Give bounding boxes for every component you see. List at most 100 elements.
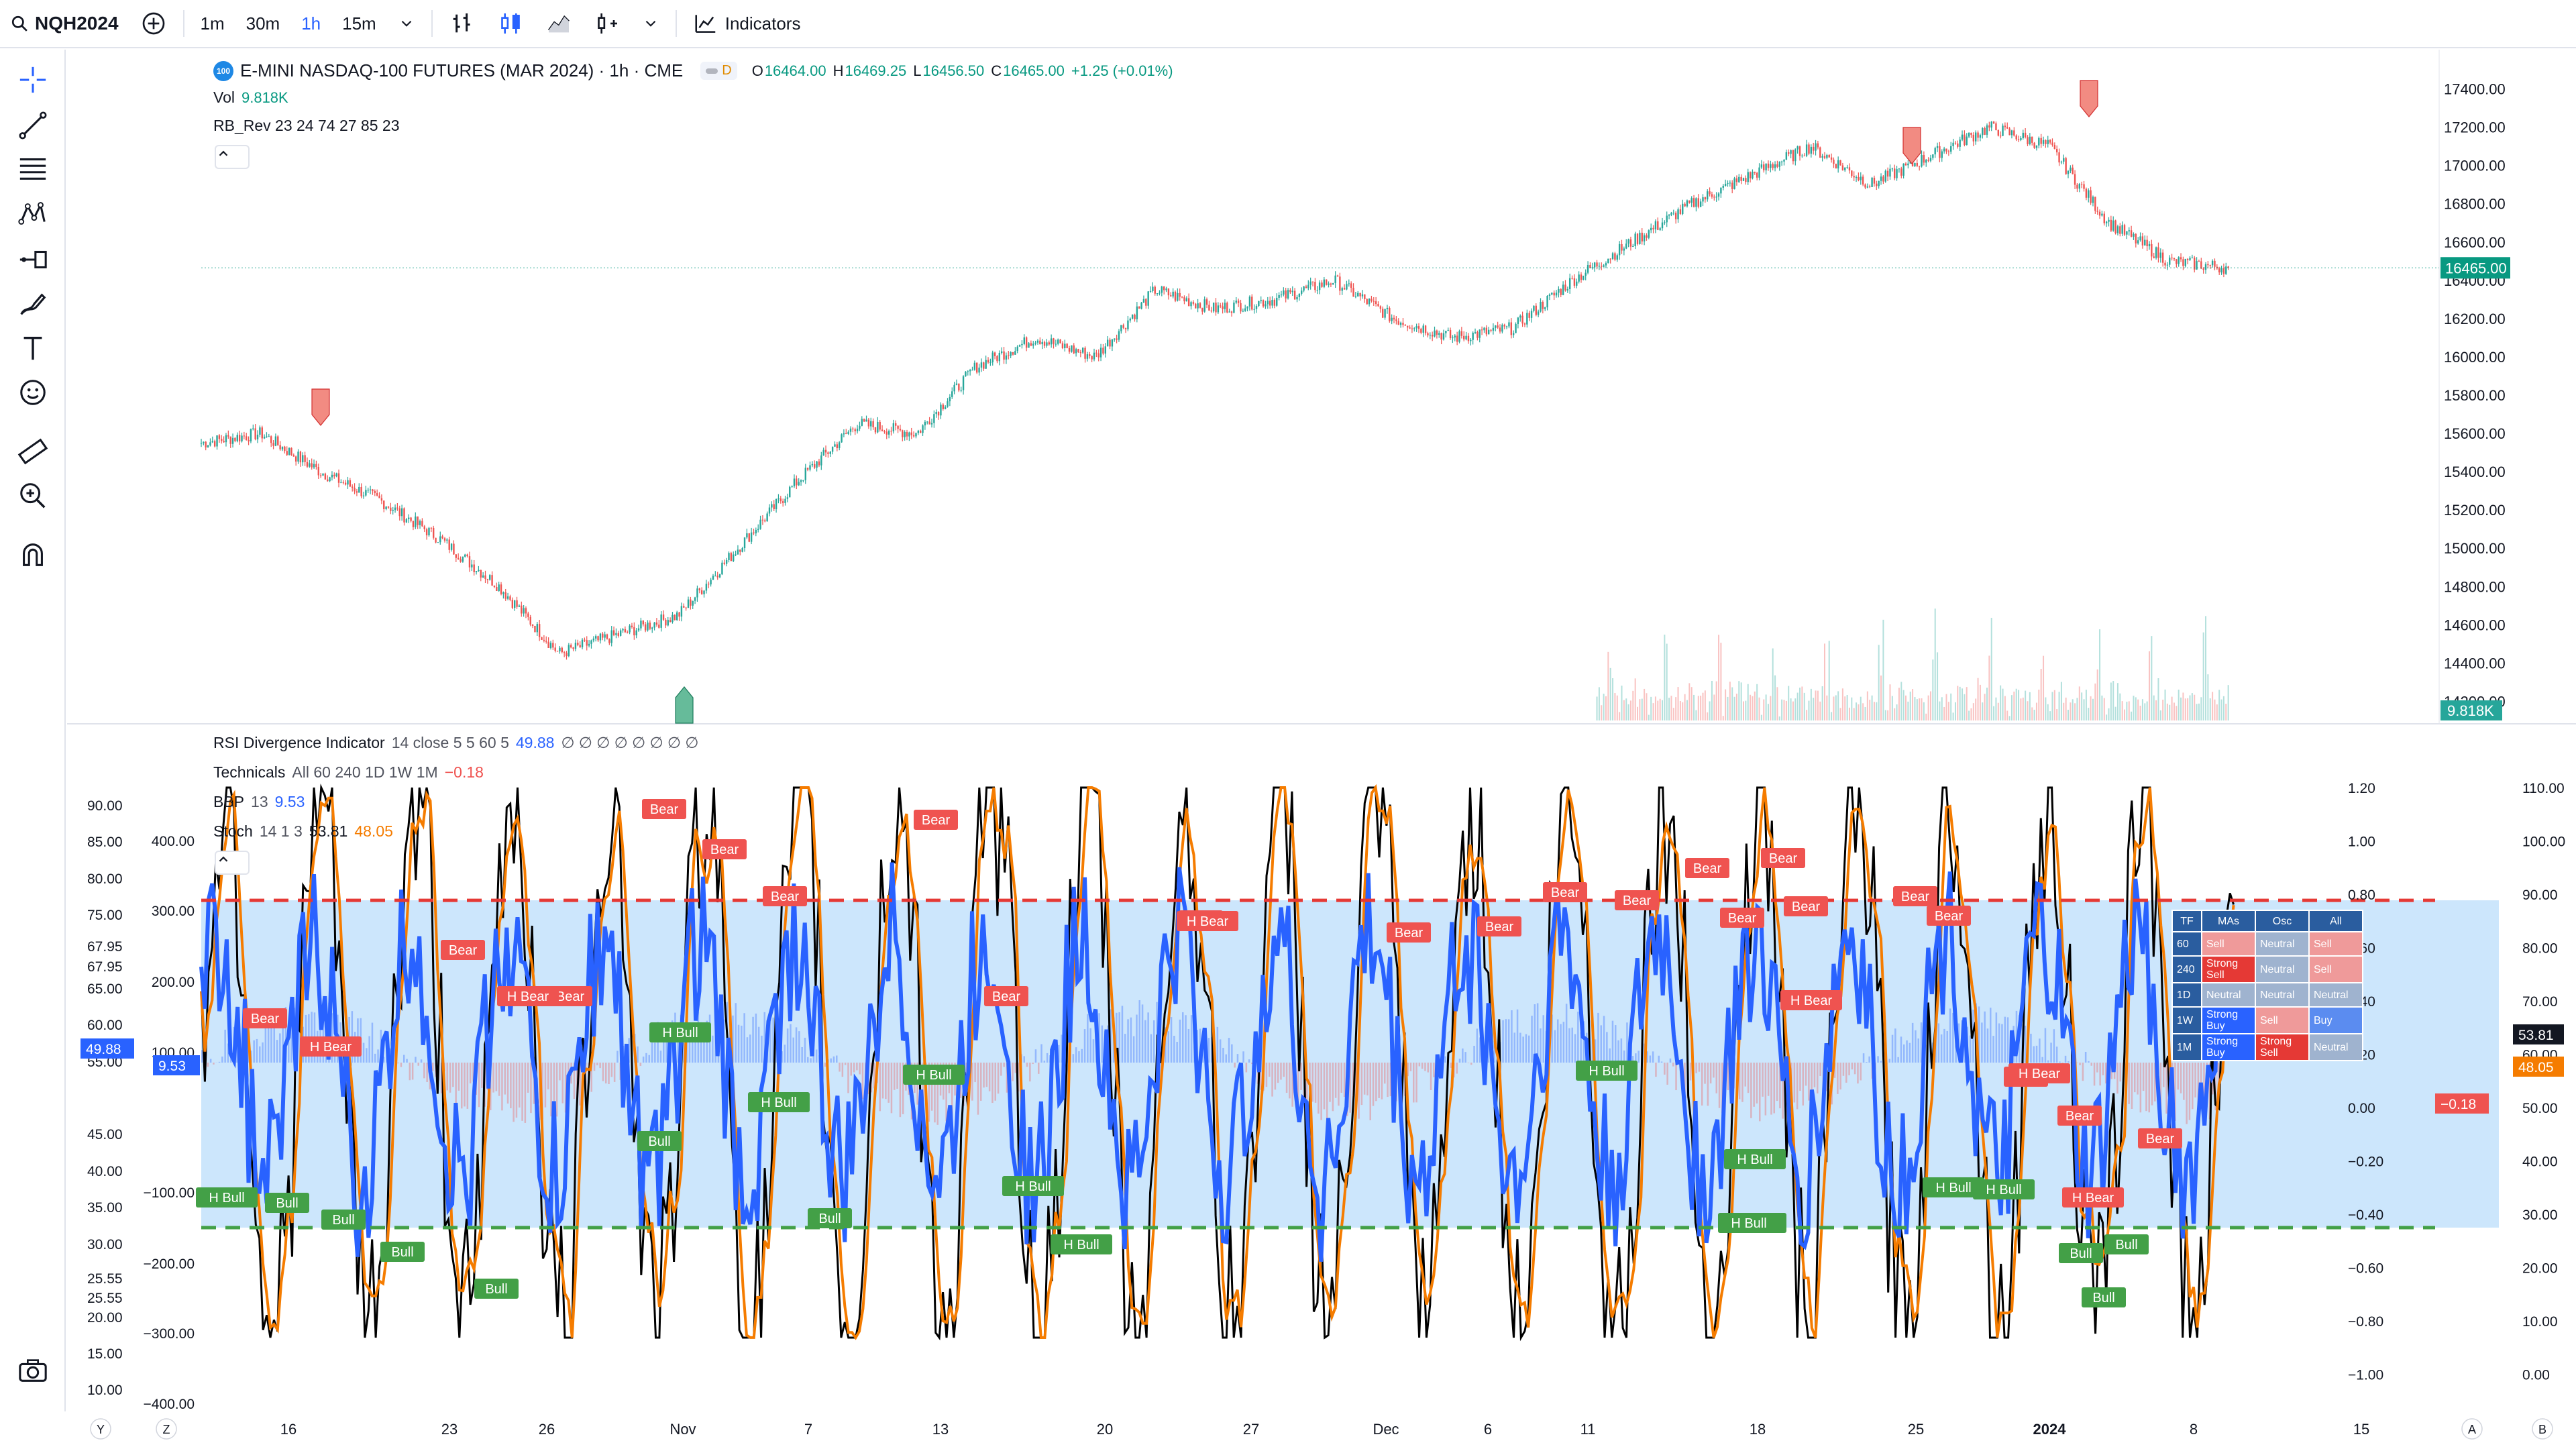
chart-type-button[interactable] [583,0,631,48]
volume-bar [2074,703,2076,720]
volume-bar [2058,692,2060,720]
chart-type-dropdown[interactable] [631,0,670,48]
candle-body [473,564,475,573]
candle-body [1460,331,1463,336]
symbol-search[interactable]: NQH2024 [0,0,129,48]
time-axis-canvas[interactable]: 16 23 26 Nov 7 13 20 27 Dec 6 11 18 25 2024 8 15Y Z A B [67,1411,2576,1449]
interval-30m[interactable]: 30m [246,13,280,34]
bbp-bar [1291,1063,1293,1107]
candle-body [1034,342,1036,344]
candle-body [1735,178,1738,182]
chart-area[interactable]: 17400.00 17200.00 17000.00 16800.00 16600.00… [67,50,2576,1411]
symbol-title[interactable]: E-MINI NASDAQ-100 FUTURES (MAR 2024) · 1… [240,60,684,80]
interval-1m[interactable]: 1m [200,13,225,34]
zoom-tool[interactable] [16,479,50,513]
candle-body [1722,185,1724,188]
hidden-bear-label: H Bear [2019,1067,2061,1081]
forecast-tool[interactable] [16,243,50,276]
bbp-bar [1531,1016,1533,1063]
compare-button[interactable] [129,0,178,48]
candle-body [246,436,248,441]
bbp-bar [1560,1024,1562,1063]
hidden-bull-label-bg [1002,1176,1064,1196]
candle-body [1738,176,1740,182]
candle-body [1224,303,1226,309]
bbp-legend[interactable]: BBP 13 9.53 [213,793,305,811]
time-axis-bar[interactable]: 16 23 26 Nov 7 13 20 27 Dec 6 11 18 25 2024 8 15 Y Z A B [67,1411,2576,1449]
interval-15m[interactable]: 15m [342,13,376,34]
trend-line-tool[interactable] [16,109,50,142]
interval-1h[interactable]: 1h [301,13,321,34]
candle-body [651,627,653,629]
bull-label: Bull [276,1196,298,1211]
candle-body [910,432,912,435]
bbp-bar [1242,1051,1244,1063]
candle-body [335,473,337,477]
brush-tool[interactable] [16,287,50,321]
collapse-lower-legend-button[interactable] [215,851,250,875]
table-header-row: TF MAs Osc All [2171,910,2363,932]
volume-bar [1690,687,1693,720]
fib-tool[interactable] [16,152,50,185]
volume-bar [2004,696,2006,720]
candle-body [1136,306,1138,319]
table-cell-all: Neutral [2308,1033,2363,1061]
bbp-bar [859,1063,861,1075]
candle-body [1596,262,1598,267]
ruler-tool[interactable] [16,435,50,468]
candle-body [800,480,802,482]
candles-style-button[interactable] [486,0,535,48]
pattern-tool[interactable] [16,197,50,231]
volume-bar [2051,692,2053,720]
candle-body [521,605,523,614]
bear-label: Bear [2065,1109,2094,1124]
rb-rev-legend[interactable]: RB_Rev 23 24 74 27 85 23 [213,117,399,135]
stoch-legend[interactable]: Stoch 14 1 3 53.81 48.05 [213,822,393,841]
magnet-tool[interactable] [16,538,50,572]
bbp-bar [284,1007,287,1063]
candle-body [2194,258,2196,270]
candle-body [906,431,908,437]
bbp-bar [1329,1063,1331,1102]
technicals-legend[interactable]: Technicals All 60 240 1D 1W 1M −0.18 [213,763,484,782]
candle-body [1982,128,1984,136]
candle-body [1039,340,1041,345]
candle-body [757,529,759,531]
candle-body [1131,315,1134,319]
rsi-legend[interactable]: RSI Divergence Indicator 14 close 5 5 60… [213,734,698,752]
area-style-button[interactable] [535,0,583,48]
emoji-tool[interactable] [16,376,50,409]
bbp-bar [1519,1032,1521,1063]
data-status-badge[interactable]: D [700,62,737,80]
candle-body [1445,331,1447,333]
volume-bar [2090,696,2092,720]
indicators-button[interactable]: Indicators [682,0,812,48]
stoch-axis-label: 10.00 [2522,1314,2558,1330]
volume-legend[interactable]: Vol 9.818K [213,89,288,107]
crosshair-tool[interactable] [16,63,50,97]
volume-bar [1819,701,1821,720]
candle-body [856,429,859,431]
candle-body [809,465,811,470]
candle-body [559,647,561,651]
candle-body [1851,170,1853,176]
volume-bar [2083,699,2085,720]
volume-bar [2092,698,2094,720]
chart-canvas[interactable]: 17400.0017200.0017000.0016800.0016600.00… [67,50,2576,1411]
interval-dropdown[interactable] [387,0,426,48]
candle-body [1289,290,1291,292]
candle-body [1693,198,1695,207]
bbp-bar [201,1050,203,1063]
bars-style-button[interactable] [438,0,486,48]
bbp-bar [792,1037,794,1063]
collapse-legend-button[interactable] [215,145,250,169]
text-tool[interactable] [16,331,50,365]
candle-body [960,390,962,391]
candle-body [1670,213,1672,215]
bbp-bar [784,1044,786,1063]
screenshot-button[interactable] [16,1354,50,1387]
bbp-bar [936,1063,938,1125]
bbp-bar [1136,1014,1138,1063]
candle-body [277,436,279,445]
volume-bar [1856,702,1858,720]
